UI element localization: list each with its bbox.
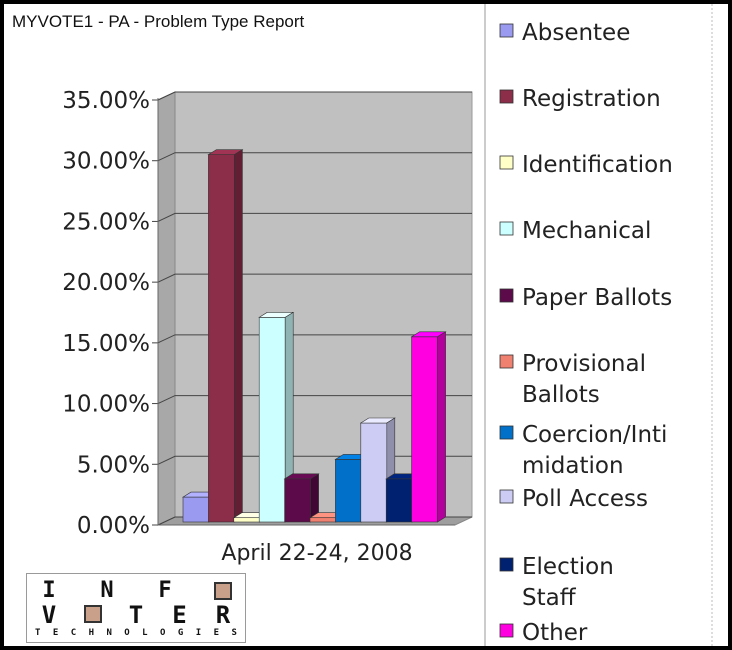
- bar-front: [284, 478, 311, 523]
- bar-front: [385, 478, 413, 523]
- legend-swatch: [499, 155, 514, 170]
- legend-swatch: [499, 623, 514, 638]
- legend-label: Staff: [522, 585, 577, 611]
- logo-letter: V: [41, 601, 57, 629]
- legend-item-absentee: Absentee: [499, 20, 630, 46]
- logo-letter: G: [177, 628, 184, 638]
- legend-label: Absentee: [522, 20, 630, 46]
- legend-item-other: Other: [499, 620, 588, 646]
- legend-item-paper-ballots: Paper Ballots: [499, 285, 672, 311]
- bar-front: [335, 459, 362, 523]
- bars: [181, 149, 447, 523]
- legend-label: Ballots: [522, 382, 600, 408]
- bar-side: [437, 331, 446, 523]
- plot-area: 0.00% 5.00% 10.00% 15.00% 20.00% 25.00% 30.00%…: [62, 88, 473, 539]
- legend-item-identification: Identification: [499, 152, 673, 178]
- legend-label: Election: [522, 554, 614, 580]
- y-tick-label: 35.00%: [62, 88, 150, 114]
- y-tick-label: 15.00%: [62, 331, 150, 357]
- y-tick-label: 10.00%: [62, 392, 150, 418]
- legend-label: Other: [522, 620, 588, 646]
- logo-letter: S: [231, 628, 237, 638]
- y-tick-label: 25.00%: [62, 209, 150, 235]
- bar-side: [234, 149, 243, 523]
- logo-letter: L: [142, 628, 148, 638]
- logo-letter: F: [158, 578, 172, 603]
- legend-label: Mechanical: [522, 218, 651, 244]
- legend-label: Registration: [522, 86, 661, 112]
- logo-letter: E: [213, 628, 220, 638]
- legend-swatch: [499, 354, 514, 369]
- logo-letter: O: [124, 628, 130, 638]
- logo-letter: N: [100, 578, 114, 603]
- legend-label: Coercion/Inti: [522, 422, 667, 448]
- gridline: [157, 273, 472, 283]
- logo-letter: O: [160, 628, 166, 638]
- logo-letter: T: [128, 601, 144, 629]
- chart-title: MYVOTE1 - PA - Problem Type Report: [12, 12, 305, 31]
- legend-swatch: [499, 221, 514, 236]
- legend-label: Paper Ballots: [522, 285, 672, 311]
- legend-label: Provisional: [522, 351, 646, 377]
- legend-swatch: [499, 23, 514, 38]
- legend-item-coercion-intimidation: Coercion/Inti midation: [499, 422, 667, 479]
- legend-swatch: [499, 489, 514, 504]
- y-tick-label: 0.00%: [77, 513, 150, 539]
- logo-letter: [79, 601, 107, 629]
- bar-front: [233, 517, 261, 523]
- logo-letter: [209, 578, 237, 606]
- gridline: [157, 212, 472, 222]
- gridline: [157, 91, 472, 101]
- legend-swatch: [499, 288, 514, 303]
- bar-front: [309, 517, 337, 523]
- x-category-label: April 22-24, 2008: [221, 541, 412, 566]
- logo-letter: I: [42, 578, 56, 603]
- gridline: [157, 152, 472, 162]
- bar-other: [410, 331, 447, 523]
- gridline: [157, 334, 472, 344]
- y-tick-label: 30.00%: [62, 149, 150, 175]
- logo-letter: N: [106, 628, 112, 638]
- bar-registration: [207, 149, 244, 523]
- legend-item-registration: Registration: [499, 86, 661, 112]
- legend: Absentee Registration Identification Mechan…: [499, 20, 673, 646]
- bar-front: [208, 154, 235, 523]
- legend-swatch: [499, 557, 514, 572]
- logo-letter: E: [52, 628, 59, 638]
- logo-letter: R: [215, 601, 231, 629]
- logo-letter: E: [172, 601, 187, 629]
- y-tick-label: 20.00%: [62, 270, 150, 296]
- logo-letter: I: [195, 628, 202, 638]
- legend-swatch: [499, 89, 514, 104]
- bar-mechanical: [258, 311, 295, 523]
- logo-letter: C: [70, 628, 77, 638]
- bar-front: [182, 496, 210, 523]
- legend-swatch: [499, 425, 514, 440]
- legend-label: Identification: [522, 152, 673, 178]
- legend-item-poll-access: Poll Access: [499, 486, 648, 512]
- legend-label: Poll Access: [522, 486, 648, 512]
- bar-front: [258, 317, 286, 523]
- logo-square-icon: [214, 582, 232, 600]
- legend-item-provisional-ballots: Provisional Ballots: [499, 351, 646, 408]
- legend-item-mechanical: Mechanical: [499, 218, 651, 244]
- logo-letter: H: [88, 628, 94, 638]
- bar-paper-ballots: [283, 473, 320, 523]
- y-tick-label: 5.00%: [77, 452, 150, 478]
- gridline: [157, 395, 472, 405]
- bar-front: [411, 336, 438, 523]
- legend-label: midation: [522, 453, 624, 479]
- logo-square-icon: [83, 605, 102, 623]
- logo-letter: T: [35, 628, 41, 638]
- legend-item-election-staff: Election Staff: [499, 554, 614, 611]
- bar-poll-access: [359, 417, 396, 523]
- bar-front: [360, 422, 388, 523]
